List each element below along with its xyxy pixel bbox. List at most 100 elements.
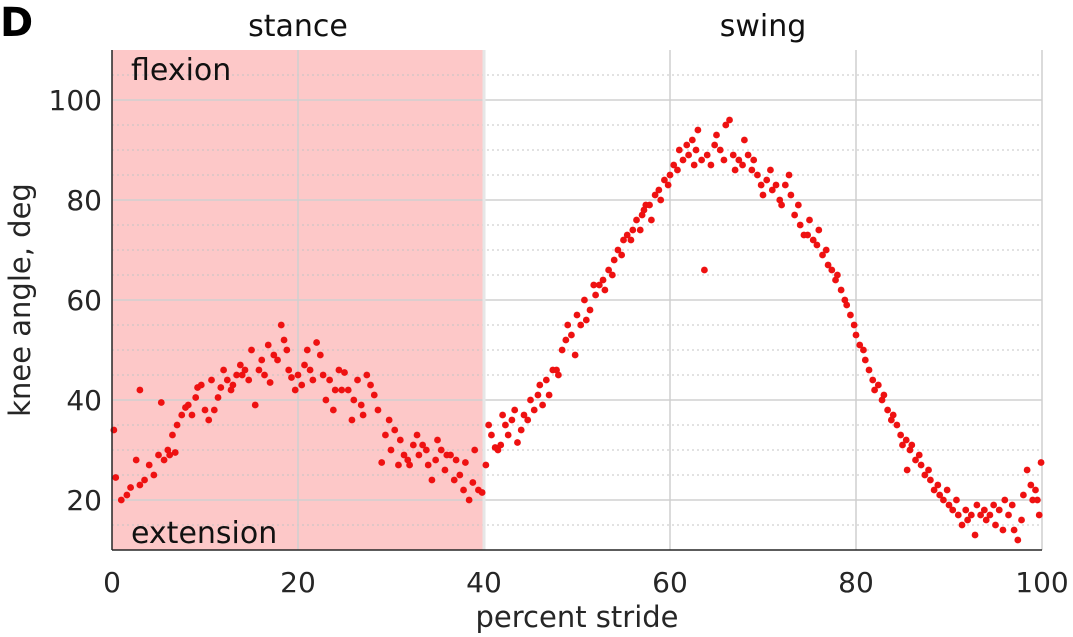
x-tick-label: 100 <box>1015 566 1068 599</box>
data-point <box>1005 511 1012 519</box>
data-point <box>344 386 352 394</box>
data-point <box>558 346 566 354</box>
data-point <box>428 476 436 484</box>
data-point <box>620 236 627 244</box>
minor-grid <box>112 74 1042 526</box>
data-point <box>657 196 665 204</box>
data-point <box>837 286 845 294</box>
data-point <box>871 386 878 394</box>
data-point <box>277 321 285 329</box>
data-point <box>731 166 739 174</box>
data-point <box>1008 501 1016 509</box>
data-point <box>735 156 743 164</box>
y-tick-label: 20 <box>66 484 102 517</box>
y-tick-labels: 20 40 60 80 100 <box>49 84 102 517</box>
data-point <box>666 171 674 179</box>
data-point <box>542 376 550 384</box>
data-point <box>967 511 975 519</box>
data-point <box>329 406 337 414</box>
data-point <box>713 131 720 139</box>
data-point <box>629 226 637 234</box>
data-point <box>1033 496 1041 504</box>
data-point <box>406 461 413 469</box>
data-point <box>739 161 746 169</box>
annotation-flexion: flexion <box>131 53 231 88</box>
data-point <box>245 376 253 384</box>
data-point <box>633 216 640 224</box>
data-point <box>1023 466 1031 474</box>
data-point <box>350 396 358 404</box>
data-point <box>778 201 785 209</box>
data-point <box>860 346 867 354</box>
data-point <box>648 216 655 224</box>
data-point <box>1029 496 1037 504</box>
data-point <box>834 271 841 279</box>
data-point <box>651 191 659 199</box>
data-point <box>434 436 441 444</box>
data-point <box>754 171 761 179</box>
data-point <box>508 416 516 424</box>
data-point <box>685 151 692 159</box>
data-point <box>995 506 1003 514</box>
data-point <box>980 506 988 514</box>
data-point <box>1001 496 1009 504</box>
data-point <box>806 216 813 224</box>
major-grid <box>112 50 1043 550</box>
data-point <box>568 331 575 339</box>
data-point <box>400 451 408 459</box>
data-point <box>504 431 512 439</box>
data-point <box>581 296 588 304</box>
data-point <box>385 416 393 424</box>
data-point <box>571 351 579 359</box>
data-point <box>413 431 421 439</box>
data-point <box>1037 459 1045 466</box>
data-point <box>306 366 314 374</box>
y-axis-label: knee angle, deg <box>3 183 37 417</box>
data-point <box>964 516 971 524</box>
data-point <box>618 251 626 259</box>
data-point <box>675 146 683 154</box>
data-point <box>711 141 719 149</box>
data-point <box>943 486 951 494</box>
data-point <box>940 496 947 504</box>
data-point <box>703 151 711 159</box>
data-point <box>908 441 916 449</box>
data-point <box>415 451 423 459</box>
data-point <box>357 401 365 409</box>
data-point <box>962 506 970 514</box>
data-point <box>586 306 594 314</box>
data-point <box>494 446 502 454</box>
data-point <box>889 411 897 419</box>
data-point <box>452 456 460 464</box>
data-point <box>936 491 944 499</box>
data-point <box>233 371 241 379</box>
data-point <box>605 266 613 274</box>
data-point <box>992 521 999 529</box>
data-point <box>511 406 519 414</box>
data-point <box>485 421 493 429</box>
y-tick-label: 60 <box>66 284 102 317</box>
data-point <box>447 451 454 459</box>
data-point <box>973 501 981 509</box>
data-point <box>127 484 134 491</box>
data-point <box>815 226 823 234</box>
data-point <box>341 369 348 376</box>
x-axis-label: percent stride <box>476 600 679 634</box>
data-point <box>856 341 864 349</box>
data-point <box>949 506 957 514</box>
data-point <box>679 156 687 164</box>
data-point <box>843 301 851 309</box>
data-point <box>460 486 467 494</box>
data-point <box>112 474 120 481</box>
data-point <box>534 391 542 399</box>
data-point <box>986 511 994 519</box>
data-point <box>441 466 449 474</box>
y-tick-label: 40 <box>66 384 102 417</box>
data-point <box>692 146 700 154</box>
data-point <box>813 241 821 249</box>
data-point <box>160 456 168 464</box>
data-point <box>768 186 776 194</box>
data-point <box>917 461 925 469</box>
data-point <box>359 411 367 419</box>
data-point <box>1032 486 1039 494</box>
